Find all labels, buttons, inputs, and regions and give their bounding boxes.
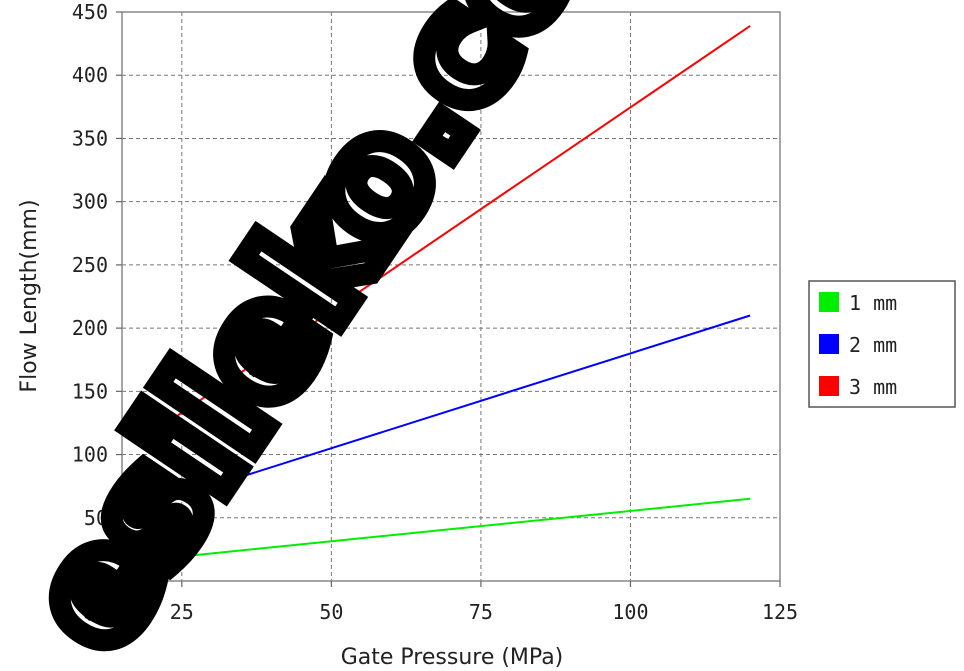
x-tick-label: 75 [469, 600, 493, 624]
series-line-3 [151, 25, 751, 434]
y-tick-label: 400 [72, 63, 108, 87]
legend-label: 2 mm [849, 333, 897, 357]
x-axis-title: Gate Pressure (MPa) [341, 645, 564, 670]
y-tick-label: 350 [72, 126, 108, 150]
x-tick-label: 100 [612, 600, 648, 624]
axes: 0 50 100 150 200 250 300 350 400 450 25 50 75 100 125 [72, 0, 798, 624]
legend-swatch [819, 292, 839, 312]
plot-frame [121, 11, 781, 582]
series-line-2 [151, 314, 751, 507]
legend-swatch [819, 376, 839, 396]
y-tick-label: 50 [84, 506, 108, 530]
legend-label: 3 mm [849, 375, 897, 399]
x-tick-label: 25 [170, 600, 194, 624]
y-tick-label: 450 [72, 0, 108, 24]
legend: 1 mm 2 mm 3 mm [808, 280, 956, 408]
x-tick-label: 125 [762, 600, 798, 624]
y-tick-label: 300 [72, 190, 108, 214]
y-axis-title: Flow Length(mm) [17, 199, 42, 392]
y-tick-label: 250 [72, 253, 108, 277]
series-lines [151, 25, 751, 561]
legend-label: 1 mm [849, 291, 897, 315]
series-line-1 [151, 497, 751, 561]
legend-swatch [819, 334, 839, 354]
y-tick-label: 100 [72, 443, 108, 467]
y-tick-label: 150 [72, 379, 108, 403]
x-tick-label: 50 [319, 600, 343, 624]
y-tick-label: 200 [72, 316, 108, 340]
y-tick-label: 0 [96, 569, 108, 593]
